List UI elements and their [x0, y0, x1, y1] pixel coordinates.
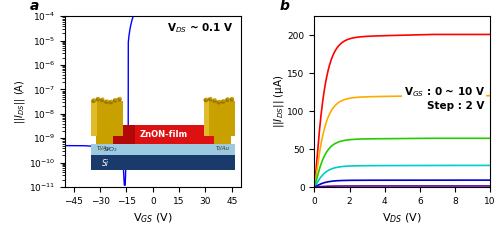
Text: V$_{DS}$ ~ 0.1 V: V$_{DS}$ ~ 0.1 V — [167, 21, 234, 35]
X-axis label: V$_{GS}$ (V): V$_{GS}$ (V) — [133, 211, 173, 225]
Text: V$_{GS}$ : 0 ~ 10 V
Step : 2 V: V$_{GS}$ : 0 ~ 10 V Step : 2 V — [404, 85, 484, 111]
X-axis label: V$_{DS}$ (V): V$_{DS}$ (V) — [382, 211, 422, 225]
Y-axis label: ||$I_{DS}$|| (A): ||$I_{DS}$|| (A) — [14, 79, 28, 124]
Text: a: a — [30, 0, 40, 13]
Y-axis label: ||$I_{DS}$|| (μA): ||$I_{DS}$|| (μA) — [272, 75, 286, 128]
Text: b: b — [280, 0, 289, 13]
